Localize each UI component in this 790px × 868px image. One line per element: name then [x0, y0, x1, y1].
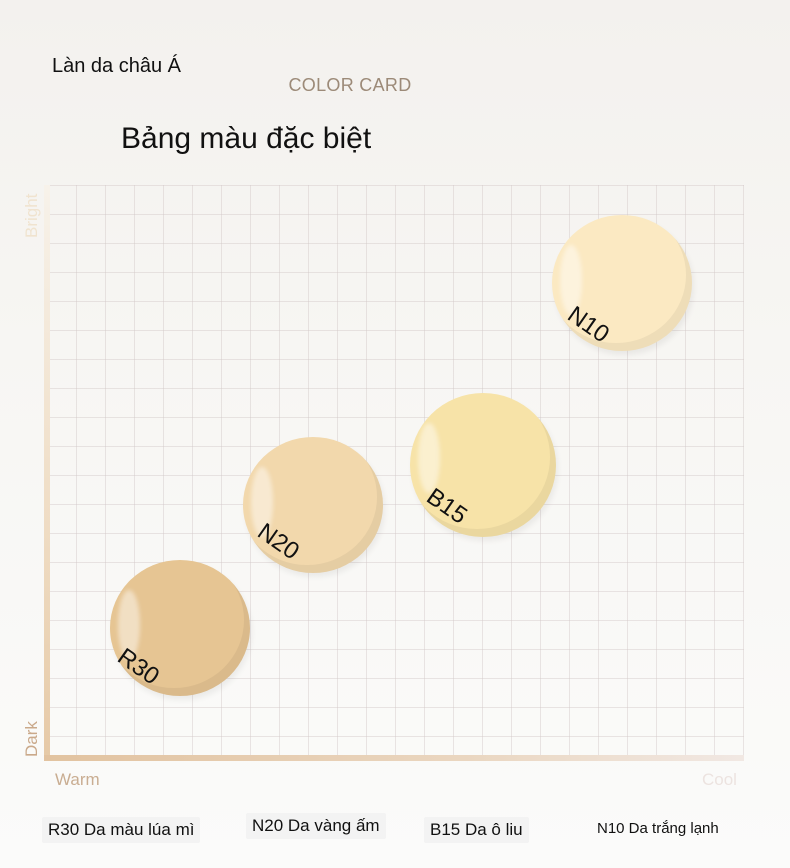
legend-item-b15: B15 Da ô liu: [424, 817, 529, 843]
legend-item-r30: R30 Da màu lúa mì: [42, 817, 201, 843]
y-axis-bar: [44, 185, 50, 761]
swatch-n20: [243, 437, 383, 573]
axis-label-cool: Cool: [702, 770, 737, 789]
axis-label-warm: Warm: [55, 770, 100, 789]
swatch-b15: [410, 393, 556, 537]
axis-label-bright: Bright: [22, 193, 41, 238]
axis-label-dark: Dark: [22, 721, 41, 757]
x-axis-bar: [44, 755, 744, 761]
color-card-heading: COLOR CARD: [288, 75, 412, 95]
region-label: Làn da châu Á: [52, 55, 181, 77]
page-title: Bảng màu đặc biệt: [121, 122, 372, 155]
legend-item-n20: N20 Da vàng ấm: [246, 813, 386, 839]
swatch-r30: [110, 560, 250, 696]
legend-item-n10: N10 Da trắng lạnh: [597, 820, 719, 837]
swatch-n10: [552, 215, 692, 351]
